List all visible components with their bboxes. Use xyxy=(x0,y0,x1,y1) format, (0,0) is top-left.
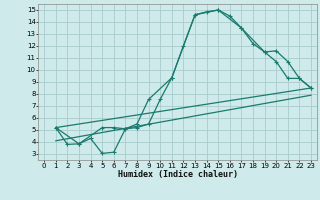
X-axis label: Humidex (Indice chaleur): Humidex (Indice chaleur) xyxy=(118,170,238,179)
